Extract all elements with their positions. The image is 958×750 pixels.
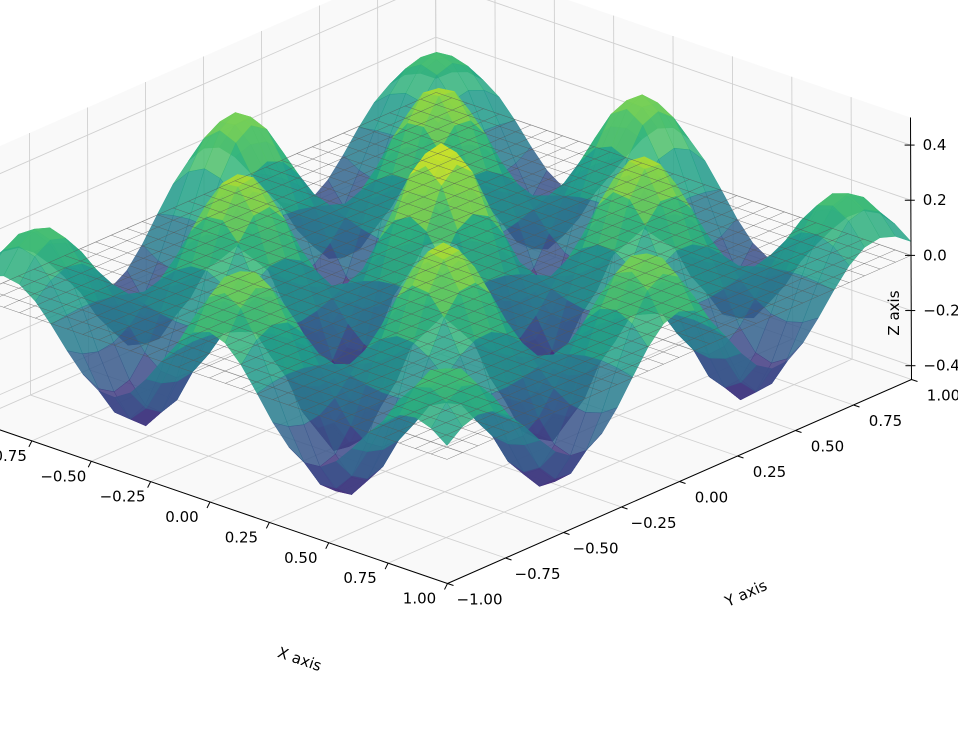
y-tick-label: 0.00 (695, 489, 728, 507)
wireframe-line (374, 119, 850, 283)
x-tick (87, 461, 92, 468)
x-tick-label: 0.50 (284, 549, 317, 567)
x-ticks: −1.00−0.75−0.50−0.250.000.250.500.751.00 (0, 440, 448, 608)
wireframe-line (0, 92, 437, 285)
x-tick (444, 583, 448, 590)
x-tick-label: 1.00 (403, 590, 436, 608)
wireframe-line (435, 92, 912, 256)
wireframe-line (420, 98, 896, 263)
y-tick-label: −0.25 (631, 514, 677, 532)
wireframe-line (415, 244, 880, 449)
y-tick-label: −0.50 (573, 540, 619, 558)
surface-facet (430, 401, 463, 446)
x-tick (265, 522, 270, 529)
y-tick-label: 0.75 (869, 412, 902, 430)
z-tick-label: −0.4 (923, 357, 958, 375)
gridline-y (29, 132, 506, 559)
x-axis-label: X axis (275, 643, 324, 675)
y-tick (563, 532, 570, 535)
x-tick-label: 0.75 (343, 569, 376, 587)
gridline-z (0, 36, 911, 230)
x-tick-label: −0.50 (40, 467, 86, 485)
x-tick (147, 481, 152, 488)
y-tick (679, 481, 686, 484)
y-tick (621, 506, 628, 510)
z-tick-label: −0.2 (923, 302, 958, 320)
y-tick-label: 0.25 (753, 463, 786, 481)
y-tick-label: −0.75 (515, 565, 561, 583)
z-axis-line (910, 117, 912, 380)
z-tick-label: 0.0 (923, 246, 947, 264)
x-tick-label: 0.25 (225, 528, 258, 546)
y-ticks: −1.00 −0.75 −0.50 −0.25 0.00 0.25 0.50 0.75 1.00 (447, 379, 958, 609)
z-axis-label: Z axis (885, 290, 903, 335)
z-ticks: −0.4 −0.2 0.0 0.2 0.4 (904, 136, 958, 375)
x-tick (384, 562, 389, 570)
wireframe-line (399, 238, 864, 444)
x-tick-label: −0.25 (100, 488, 146, 506)
y-tick-label: −1.00 (457, 591, 503, 609)
x-tick (28, 440, 33, 448)
wireframe-line (446, 255, 912, 460)
y-tick-label: 0.50 (811, 438, 844, 456)
z-tick-label: 0.4 (923, 136, 947, 154)
y-tick (795, 430, 802, 433)
y-tick (737, 455, 744, 459)
x-tick-label: 0.00 (165, 508, 198, 526)
wireframe-line (389, 112, 865, 277)
gridline-z (0, 0, 911, 175)
wireframe-line (431, 249, 896, 455)
x-tick (325, 542, 330, 549)
x-tick (206, 501, 211, 509)
y-tick-label: 1.00 (927, 387, 958, 405)
wireframe-line (358, 126, 834, 290)
wireframe-line (405, 105, 881, 270)
wireframe-line (383, 233, 848, 438)
reference-plane-wireframe (0, 92, 912, 460)
y-tick (505, 557, 512, 561)
x-tick-label: −0.75 (0, 447, 27, 465)
z-tick-label: 0.2 (923, 191, 947, 209)
y-tick (853, 404, 860, 408)
y-axis-label: Y axis (721, 576, 770, 611)
y-tick (911, 379, 918, 382)
y-tick (447, 583, 454, 586)
